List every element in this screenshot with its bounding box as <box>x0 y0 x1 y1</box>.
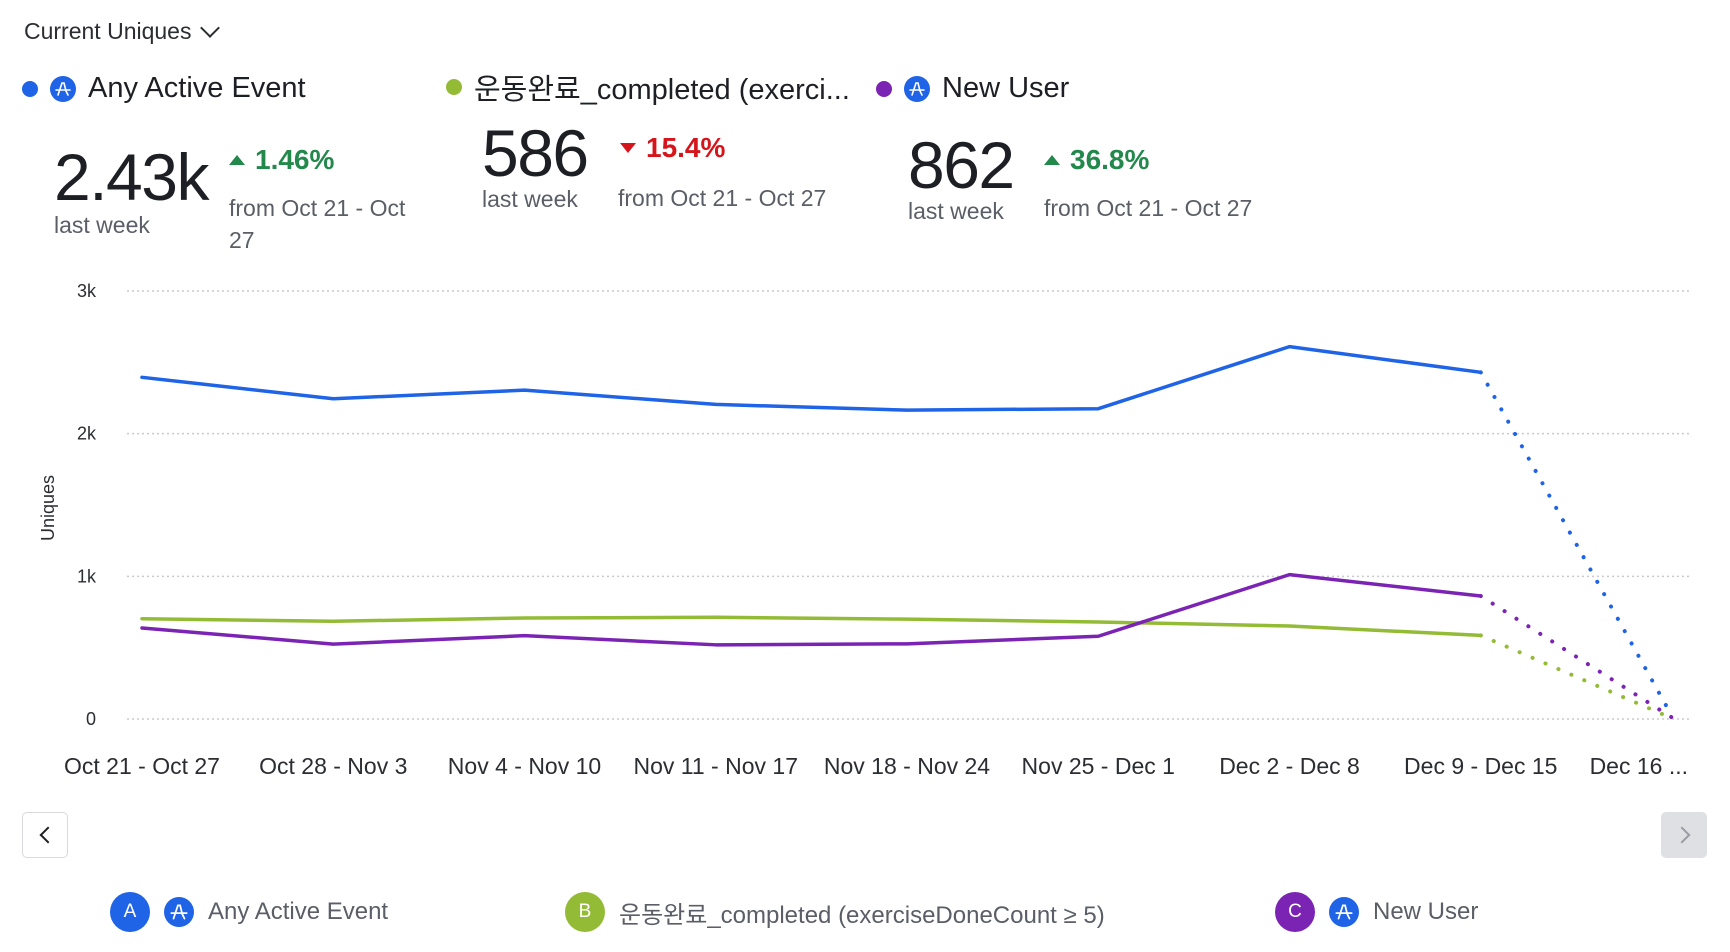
series-color-dot <box>876 80 892 97</box>
series-delta: 15.4% <box>620 132 725 164</box>
legend-label: New User <box>1373 898 1479 925</box>
series-line <box>140 615 1483 638</box>
legend-item-b[interactable]: B 운동완료_completed (exerciseDoneCount ≥ 5) <box>565 892 1105 932</box>
series-delta: 1.46% <box>229 144 334 176</box>
x-tick-label: Oct 28 - Nov 3 <box>259 753 407 779</box>
series-value: 862 <box>908 128 1015 202</box>
amplitude-event-icon <box>164 897 194 927</box>
line-chart[interactable]: 0 1k 2k 3k Uniques Oct 21 - Oct 27 Oct 28 - … <box>0 270 1730 790</box>
amplitude-event-icon <box>904 75 930 102</box>
series-compare: from Oct 21 - Oct 27 <box>618 182 826 214</box>
series-layer <box>140 344 1674 721</box>
series-delta: 36.8% <box>1044 144 1149 176</box>
x-tick-label: Nov 18 - Nov 24 <box>824 753 990 779</box>
series-line-incomplete <box>1478 594 1674 720</box>
series-line <box>140 344 1483 412</box>
trend-up-icon <box>229 155 245 165</box>
y-tick-label: 2k <box>77 424 97 444</box>
series-1 <box>140 344 1674 719</box>
y-tick-label: 3k <box>77 281 97 301</box>
series-card-header[interactable]: Any Active Event <box>22 72 442 105</box>
y-tick-label: 0 <box>86 709 96 729</box>
legend-label: Any Active Event <box>208 898 389 925</box>
series-2 <box>140 615 1674 721</box>
previous-page-button[interactable] <box>22 812 68 858</box>
y-axis-label: Uniques <box>38 475 58 541</box>
series-compare: from Oct 21 - Oct 27 <box>229 192 405 256</box>
series-delta-value: 1.46% <box>255 144 335 175</box>
series-value: 586 <box>482 116 589 190</box>
series-compare-line: from Oct 21 - Oct 27 <box>618 185 827 211</box>
series-letter-badge: A <box>110 892 150 932</box>
series-card-header[interactable]: 운동완료_completed (exerci... <box>446 66 866 108</box>
series-letter-badge: C <box>1275 892 1315 932</box>
series-period: last week <box>54 212 150 238</box>
chevron-down-icon <box>200 17 221 38</box>
series-compare-line: from Oct 21 - Oct 27 <box>1044 195 1253 221</box>
x-tick-label: Nov 25 - Dec 1 <box>1022 753 1175 779</box>
series-card-header[interactable]: New User <box>876 72 1296 105</box>
series-line-incomplete <box>1478 370 1674 719</box>
series-card-c: New User 862 last week 36.8% from Oct 21… <box>876 72 1296 272</box>
series-letter-badge: B <box>565 892 605 932</box>
series-compare-line: 27 <box>229 227 255 253</box>
amplitude-event-icon <box>50 75 76 102</box>
chevron-left-icon <box>39 826 56 844</box>
x-tick-label: Nov 11 - Nov 17 <box>634 753 798 779</box>
series-delta-value: 15.4% <box>646 132 726 163</box>
x-tick-label: Dec 9 - Dec 15 <box>1404 753 1557 779</box>
trend-down-icon <box>620 143 636 153</box>
legend-label: 운동완료_completed (exerciseDoneCount ≥ 5) <box>619 901 1105 929</box>
series-card-a: Any Active Event 2.43k last week 1.46% f… <box>22 72 442 272</box>
x-tick-label: Dec 2 - Dec 8 <box>1219 753 1360 779</box>
series-period: last week <box>908 198 1004 224</box>
series-card-b: 운동완료_completed (exerci... 586 last week … <box>446 66 866 266</box>
series-value: 2.43k <box>54 140 209 214</box>
series-3 <box>140 572 1674 720</box>
series-compare: from Oct 21 - Oct 27 <box>1044 192 1252 224</box>
x-tick-label: Oct 21 - Oct 27 <box>64 753 220 779</box>
series-name: New User <box>942 72 1070 104</box>
amplitude-event-icon <box>1329 897 1359 927</box>
x-tick-label: Nov 4 - Nov 10 <box>448 753 601 779</box>
y-axis: 0 1k 2k 3k <box>77 281 97 729</box>
chevron-right-icon <box>1673 826 1690 844</box>
metric-selector-dropdown[interactable]: Current Uniques <box>24 17 221 45</box>
series-color-dot <box>22 80 38 97</box>
x-axis: Oct 21 - Oct 27 Oct 28 - Nov 3 Nov 4 - Nov… <box>64 753 1688 779</box>
legend-item-a[interactable]: A Any Active Event <box>110 892 388 932</box>
series-color-dot <box>446 79 462 95</box>
next-page-button[interactable] <box>1661 812 1707 858</box>
series-period: last week <box>482 186 578 212</box>
series-line <box>140 572 1483 647</box>
trend-up-icon <box>1044 155 1060 165</box>
series-line-incomplete <box>1478 633 1674 721</box>
series-delta-value: 36.8% <box>1070 144 1150 175</box>
series-name: 운동완료_completed (exerci... <box>474 74 850 106</box>
legend-item-c[interactable]: C New User <box>1275 892 1478 932</box>
grid-layer <box>127 290 1690 720</box>
x-tick-label: Dec 16 ... <box>1590 753 1688 779</box>
series-name: Any Active Event <box>88 72 306 104</box>
y-tick-label: 1k <box>77 566 97 586</box>
metric-selector-label: Current Uniques <box>24 18 192 44</box>
series-compare-line: from Oct 21 - Oct <box>229 195 406 221</box>
